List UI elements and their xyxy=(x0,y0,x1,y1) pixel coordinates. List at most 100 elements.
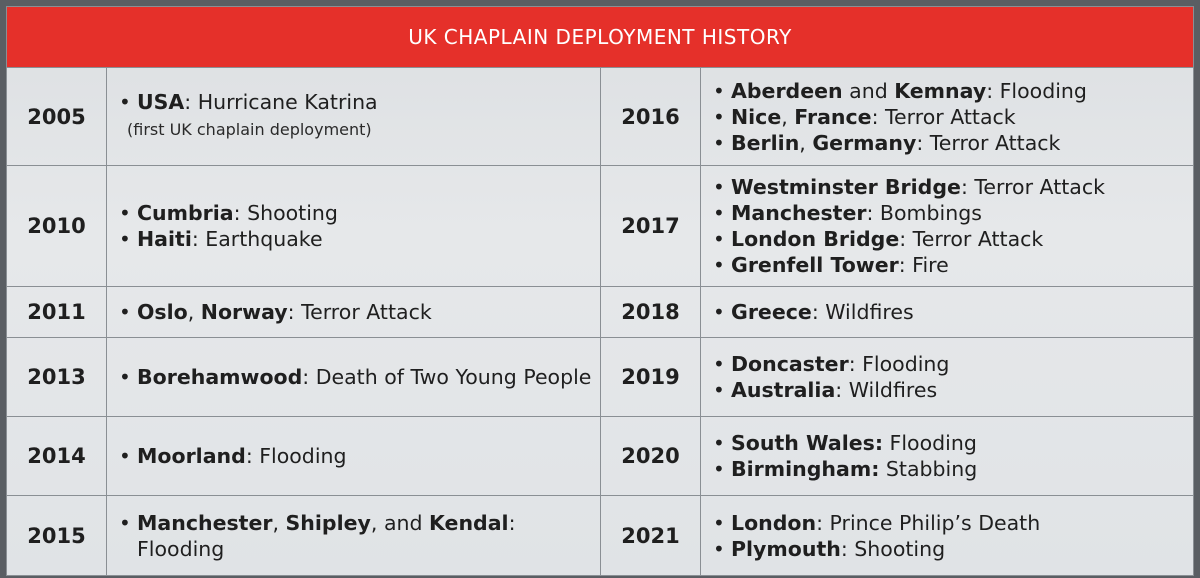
list-item: Nice, France: Terror Attack xyxy=(711,104,1087,130)
list-item: Berlin, Germany: Terror Attack xyxy=(711,130,1087,156)
place-name: Birmingham: xyxy=(731,457,880,481)
events-cell: London: Prince Philip’s DeathPlymouth: S… xyxy=(701,496,1193,575)
event-text: : Flooding xyxy=(986,78,1087,103)
event-text: : Terror Attack xyxy=(960,175,1105,199)
event-list: Greece: Wildfires xyxy=(711,299,914,325)
place-name: Berlin xyxy=(731,130,800,155)
list-item: London: Prince Philip’s Death xyxy=(711,510,1040,536)
list-item: Cumbria: Shooting xyxy=(117,200,338,226)
event-text: : Bombings xyxy=(866,201,982,225)
list-item: Grenfell Tower: Fire xyxy=(711,252,1105,278)
event-list: Manchester, Shipley, and Kendal: Floodin… xyxy=(117,510,600,562)
connector-text: , xyxy=(272,510,286,535)
deployment-history-table: UK CHAPLAIN DEPLOYMENT HISTORY 2005USA: … xyxy=(6,6,1194,576)
event-list: Oslo, Norway: Terror Attack xyxy=(117,299,432,325)
list-item: Westminster Bridge: Terror Attack xyxy=(711,174,1105,200)
events-cell: Aberdeen and Kemnay: FloodingNice, Franc… xyxy=(701,68,1193,166)
event-list: Moorland: Flooding xyxy=(117,443,347,469)
events-cell: Moorland: Flooding xyxy=(107,417,601,496)
list-item: Greece: Wildfires xyxy=(711,299,914,325)
event-text: : Shooting xyxy=(233,201,338,225)
event-text: : Terror Attack xyxy=(871,104,1016,129)
year-cell: 2013 xyxy=(7,338,107,417)
list-item: Oslo, Norway: Terror Attack xyxy=(117,299,432,325)
year-cell: 2020 xyxy=(601,417,701,496)
list-item: Australia: Wildfires xyxy=(711,377,949,403)
event-list: South Wales: FloodingBirmingham: Stabbin… xyxy=(711,430,977,482)
place-name: Moorland xyxy=(137,444,246,468)
event-text: : Prince Philip’s Death xyxy=(816,510,1041,535)
place-name: Borehamwood xyxy=(137,365,303,389)
place-name: Shipley xyxy=(285,510,371,535)
event-text: : Wildfires xyxy=(811,300,914,324)
event-text: : Terror Attack xyxy=(287,300,432,324)
year-cell: 2005 xyxy=(7,68,107,166)
list-item: Borehamwood: Death of Two Young People xyxy=(117,364,591,390)
place-name: Haiti xyxy=(137,227,192,251)
place-name: Manchester xyxy=(137,510,273,535)
list-item: USA: Hurricane Katrina xyxy=(117,89,378,115)
event-list: London: Prince Philip’s DeathPlymouth: S… xyxy=(711,510,1040,562)
place-name: USA xyxy=(137,89,185,114)
event-text: : Flooding xyxy=(245,444,347,468)
event-text: Flooding xyxy=(883,431,977,455)
events-cell: Oslo, Norway: Terror Attack xyxy=(107,287,601,338)
events-cell: Westminster Bridge: Terror AttackManches… xyxy=(701,166,1193,287)
place-name: London Bridge xyxy=(731,227,900,251)
year-cell: 2021 xyxy=(601,496,701,575)
event-list: Doncaster: FloodingAustralia: Wildfires xyxy=(711,351,949,403)
year-cell: 2019 xyxy=(601,338,701,417)
place-name: South Wales: xyxy=(731,431,884,455)
event-list: USA: Hurricane Katrina xyxy=(117,89,378,115)
year-cell: 2011 xyxy=(7,287,107,338)
place-name: Doncaster xyxy=(731,352,849,376)
connector-text: and xyxy=(842,78,895,103)
list-item: London Bridge: Terror Attack xyxy=(711,226,1105,252)
deployment-note: (first UK chaplain deployment) xyxy=(127,119,372,139)
event-text: : Flooding xyxy=(137,510,516,561)
place-name: Oslo xyxy=(137,300,188,324)
place-name: Greece xyxy=(731,300,812,324)
event-list: Borehamwood: Death of Two Young People xyxy=(117,364,591,390)
year-cell: 2017 xyxy=(601,166,701,287)
connector-text: , and xyxy=(370,510,430,535)
list-item: Plymouth: Shooting xyxy=(711,536,1040,562)
year-cell: 2018 xyxy=(601,287,701,338)
list-item: Birmingham: Stabbing xyxy=(711,456,977,482)
place-name: Westminster Bridge xyxy=(731,175,961,199)
year-cell: 2010 xyxy=(7,166,107,287)
place-name: Kendal xyxy=(429,510,509,535)
events-cell: Borehamwood: Death of Two Young People xyxy=(107,338,601,417)
place-name: Kemnay xyxy=(894,78,987,103)
event-text: : Hurricane Katrina xyxy=(184,89,378,114)
events-cell: Cumbria: ShootingHaiti: Earthquake xyxy=(107,166,601,287)
year-cell: 2014 xyxy=(7,417,107,496)
event-text: : Earthquake xyxy=(191,227,323,251)
connector-text: , xyxy=(799,130,813,155)
connector-text: , xyxy=(781,104,795,129)
list-item: Manchester: Bombings xyxy=(711,200,1105,226)
table-title: UK CHAPLAIN DEPLOYMENT HISTORY xyxy=(7,7,1193,68)
list-item: Moorland: Flooding xyxy=(117,443,347,469)
event-text: : Terror Attack xyxy=(899,227,1044,251)
events-cell: USA: Hurricane Katrina (first UK chaplain… xyxy=(107,68,601,166)
event-text: : Flooding xyxy=(848,352,950,376)
events-cell: Manchester, Shipley, and Kendal: Floodin… xyxy=(107,496,601,575)
place-name: Australia xyxy=(731,378,836,402)
list-item: Aberdeen and Kemnay: Flooding xyxy=(711,78,1087,104)
place-name: Germany xyxy=(812,130,917,155)
table-grid: 2005 USA: Hurricane Katrina (first UK chap… xyxy=(7,68,1193,575)
event-text: : Fire xyxy=(898,253,949,277)
events-cell: Greece: Wildfires xyxy=(701,287,1193,338)
list-item: Haiti: Earthquake xyxy=(117,226,338,252)
place-name: Grenfell Tower xyxy=(731,253,899,277)
place-name: France xyxy=(794,104,872,129)
list-item: Manchester, Shipley, and Kendal: Floodin… xyxy=(117,510,600,562)
place-name: Aberdeen xyxy=(731,78,843,103)
connector-text: , xyxy=(187,300,201,324)
event-text: : Wildfires xyxy=(835,378,938,402)
place-name: Manchester xyxy=(731,201,867,225)
event-text: Stabbing xyxy=(879,457,978,481)
list-item: Doncaster: Flooding xyxy=(711,351,949,377)
year-cell: 2015 xyxy=(7,496,107,575)
